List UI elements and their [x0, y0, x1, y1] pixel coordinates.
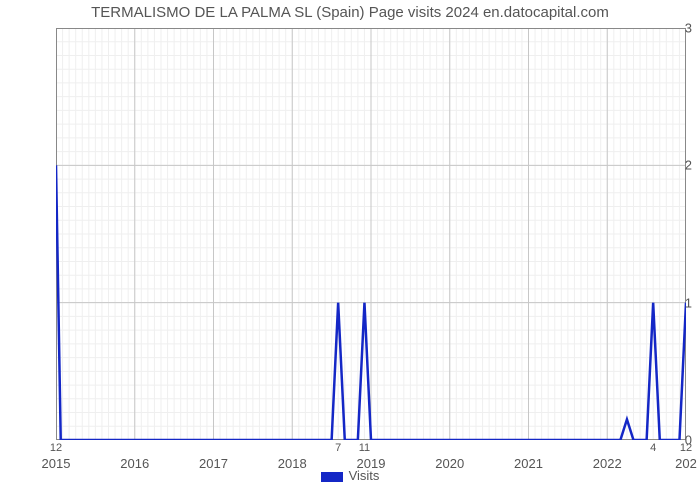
peak-label: 12 — [680, 442, 692, 454]
legend: Visits — [0, 468, 700, 483]
chart-plot — [56, 28, 686, 440]
y-tick-label: 1 — [644, 295, 692, 310]
y-tick-label: 2 — [644, 158, 692, 173]
y-tick-label: 3 — [644, 21, 692, 36]
peak-label: 12 — [50, 442, 62, 454]
peak-label: 4 — [650, 442, 656, 454]
legend-label: Visits — [349, 468, 380, 483]
chart-title: TERMALISMO DE LA PALMA SL (Spain) Page v… — [0, 4, 700, 21]
legend-swatch — [321, 472, 343, 482]
peak-label: 7 — [335, 442, 341, 454]
peak-label: 11 — [359, 442, 370, 454]
chart-wrapper: TERMALISMO DE LA PALMA SL (Spain) Page v… — [0, 0, 700, 500]
